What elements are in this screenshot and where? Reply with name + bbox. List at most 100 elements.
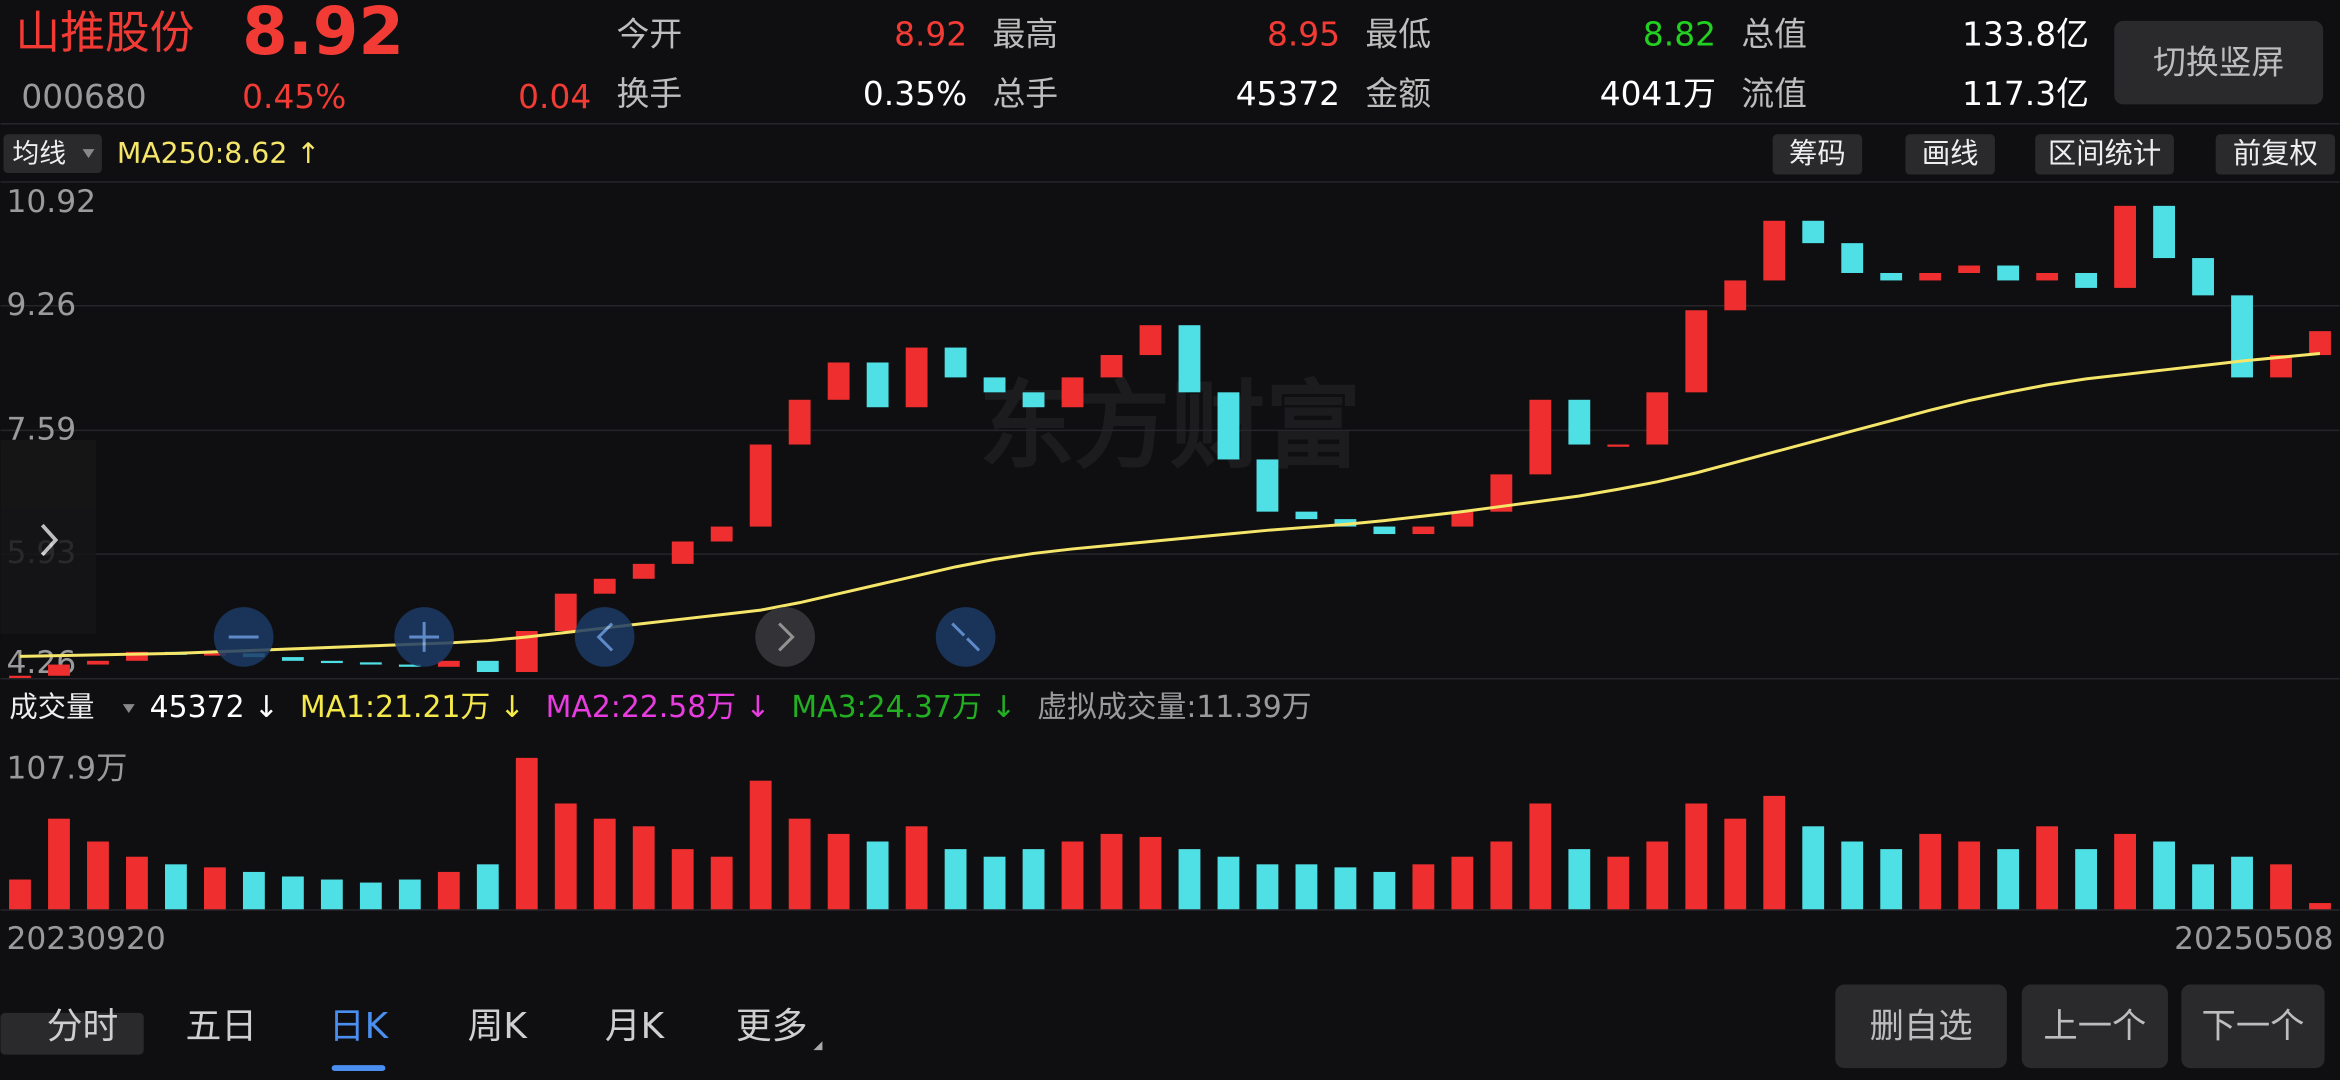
volume-bar	[2036, 826, 2059, 910]
action-label: 删自选	[1870, 1006, 1973, 1046]
tab[interactable]: 更多	[736, 1006, 808, 1047]
volume-bar	[203, 867, 226, 910]
stat-label: 最高	[992, 15, 1058, 53]
tab[interactable]: 五日	[185, 1006, 257, 1047]
stat-label: 最低	[1365, 15, 1431, 53]
candle	[126, 651, 148, 661]
candle	[1997, 265, 2020, 281]
candle	[1100, 355, 1123, 378]
candle	[866, 362, 889, 408]
candle	[905, 347, 928, 408]
action-label: 下一个	[2202, 1006, 2305, 1046]
y-tick-label: 107.9万	[6, 751, 127, 787]
candle	[437, 660, 460, 667]
expand-arrow[interactable]	[40, 523, 59, 557]
candle	[320, 660, 343, 664]
tool-button[interactable]	[2215, 134, 2336, 175]
volume-bar	[2270, 864, 2292, 910]
stock-price: 8.92	[242, 0, 404, 70]
x-label: 20250508	[2174, 921, 2333, 957]
candle	[2309, 331, 2331, 356]
more-arrow	[813, 1041, 823, 1051]
candle	[983, 377, 1006, 393]
tab[interactable]: 分时	[47, 1006, 119, 1047]
volume-bar	[1919, 833, 1942, 910]
tool-button-label: 画线	[1922, 137, 1979, 170]
candle	[2153, 205, 2175, 259]
volume-bar	[48, 818, 70, 910]
stat-value: 45372	[1236, 75, 1340, 113]
volume-bar	[2231, 856, 2253, 910]
stat-value: 0.35%	[863, 75, 967, 113]
ma-label: MA250:8.62 ↑	[117, 137, 320, 170]
candle	[1646, 392, 1669, 445]
candle	[1958, 265, 1981, 273]
change: 0.04	[518, 78, 591, 116]
volume-bar	[983, 856, 1006, 910]
action-button[interactable]	[1835, 984, 2007, 1069]
volume-bar	[593, 818, 616, 910]
tool-button[interactable]	[1772, 134, 1863, 175]
volume-bar	[866, 841, 889, 910]
tool-button[interactable]	[1905, 134, 1995, 175]
volume-bar	[1334, 867, 1357, 910]
side-panel	[0, 440, 96, 634]
indicator-label: 均线	[12, 139, 66, 170]
action-button[interactable]	[2021, 984, 2168, 1069]
tool-button[interactable]	[2035, 134, 2174, 175]
vol-legend: MA3:24.37万 ↓	[791, 690, 1016, 725]
candle	[944, 347, 967, 378]
volume-bar	[515, 757, 538, 910]
candle	[1256, 459, 1279, 512]
candle	[1802, 220, 1825, 244]
volume-bar	[1568, 849, 1591, 910]
volume-bar	[1763, 795, 1786, 910]
candle	[1568, 399, 1591, 445]
pan-left[interactable]	[574, 607, 635, 667]
candle	[48, 664, 70, 676]
candle	[1022, 392, 1045, 408]
vol-indicator-select[interactable]	[0, 1012, 144, 1055]
stat-value: 8.95	[1267, 15, 1340, 53]
volume-bar	[437, 871, 460, 910]
y-tick-label: 10.92	[6, 184, 96, 220]
stat-value: 133.8亿	[1962, 15, 2089, 53]
icon	[409, 622, 440, 652]
indicator-select[interactable]	[3, 134, 102, 174]
vol-legend: 虚拟成交量:11.39万	[1037, 690, 1311, 725]
candle	[281, 657, 304, 661]
candle	[398, 664, 421, 667]
orient-button[interactable]	[2114, 20, 2324, 105]
volume-bar	[1724, 818, 1747, 910]
candle	[1607, 444, 1630, 447]
candle	[203, 653, 226, 656]
volume-bar	[1451, 856, 1474, 910]
candle	[1412, 526, 1435, 535]
candle	[87, 660, 109, 665]
vol-legend: MA2:22.58万 ↓	[546, 690, 771, 725]
collapse[interactable]	[935, 607, 996, 667]
volume-bar	[398, 879, 421, 910]
candle	[1217, 392, 1240, 460]
volume-bar	[1529, 803, 1552, 910]
candle	[1919, 272, 1942, 281]
tab[interactable]: 月K	[605, 1006, 666, 1047]
tab[interactable]: 周K	[468, 1006, 529, 1047]
stat-value: 117.3亿	[1962, 75, 2089, 113]
volume-bar	[1841, 841, 1864, 910]
volume-bar	[827, 833, 850, 910]
action-button[interactable]	[2181, 984, 2325, 1069]
tab[interactable]: 日K	[329, 1006, 390, 1047]
volume-bar	[944, 849, 967, 910]
candle	[2075, 272, 2098, 288]
volume-bar	[1373, 871, 1396, 910]
watermark: 东方财富	[979, 370, 1361, 482]
volume-bar	[476, 864, 499, 910]
volume-bar	[1139, 836, 1162, 910]
pan-right[interactable]	[755, 607, 815, 667]
volume-bar	[126, 856, 148, 910]
volume-bar	[1022, 849, 1045, 910]
volume-bar	[320, 879, 343, 910]
candle	[827, 362, 850, 400]
